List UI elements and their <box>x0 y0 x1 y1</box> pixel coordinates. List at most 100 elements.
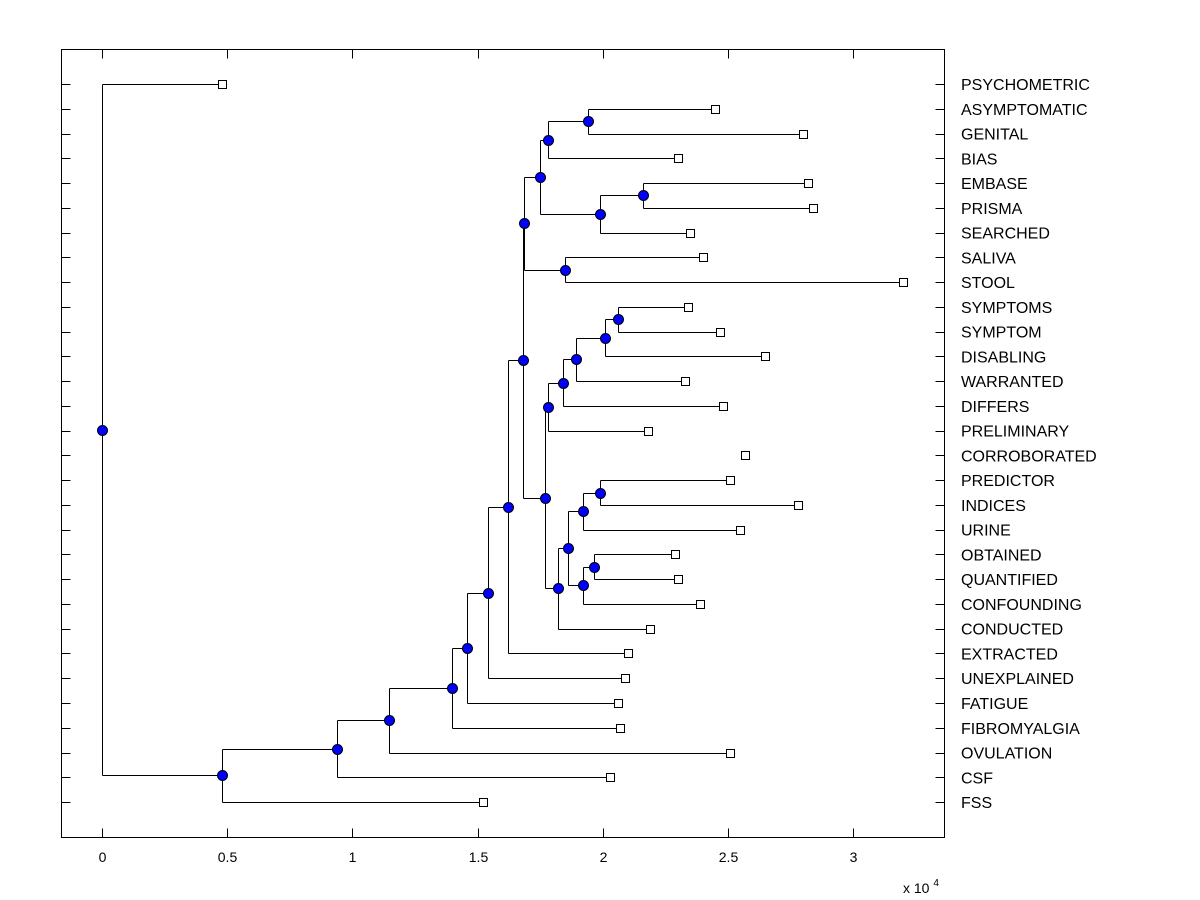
merge-node <box>613 314 624 325</box>
merge-node <box>589 562 600 573</box>
leaf-marker <box>736 526 745 535</box>
leaf-marker <box>741 451 750 460</box>
merge-node <box>384 715 395 726</box>
merge-node <box>483 588 494 599</box>
leaf-label: GENITAL <box>961 127 1028 144</box>
leaf-marker <box>761 352 770 361</box>
leaf-marker <box>899 278 908 287</box>
merge-node <box>638 190 649 201</box>
leaf-label: PRISMA <box>961 201 1023 218</box>
leaf-marker <box>696 600 705 609</box>
leaf-marker <box>674 154 683 163</box>
leaf-label: CORROBORATED <box>961 448 1097 465</box>
leaf-marker <box>726 476 735 485</box>
merge-nodes <box>97 116 649 781</box>
leaf-marker <box>614 699 623 708</box>
leaf-label: CONDUCTED <box>961 622 1063 639</box>
leaf-label: CSF <box>961 770 993 787</box>
merge-node <box>595 488 606 499</box>
x-tick-label: 0 <box>99 849 107 865</box>
leaf-marker <box>681 377 690 386</box>
x-multiplier-base: x 10 <box>903 880 930 896</box>
merge-node <box>540 493 551 504</box>
merge-node <box>543 135 554 146</box>
leaf-marker <box>616 724 625 733</box>
leaf-label: FSS <box>961 795 992 812</box>
merge-node <box>560 265 571 276</box>
merge-node <box>595 209 606 220</box>
merge-node <box>543 402 554 413</box>
leaf-label: SEARCHED <box>961 226 1050 243</box>
leaf-marker <box>218 80 227 89</box>
leaf-label: UNEXPLAINED <box>961 671 1074 688</box>
leaf-marker <box>719 402 728 411</box>
merge-node <box>563 543 574 554</box>
leaf-label: DISABLING <box>961 349 1046 366</box>
dendrogram-branches <box>102 84 904 803</box>
x-tick-label: 1 <box>349 849 357 865</box>
leaf-label: PSYCHOMETRIC <box>961 77 1090 94</box>
leaf-marker <box>624 649 633 658</box>
leaf-marker <box>711 105 720 114</box>
leaf-marker <box>716 328 725 337</box>
leaf-marker <box>686 229 695 238</box>
merge-node <box>571 354 582 365</box>
merge-node <box>535 172 546 183</box>
leaf-label: FATIGUE <box>961 696 1028 713</box>
y-tick-marks <box>61 84 945 803</box>
leaf-marker <box>804 179 813 188</box>
leaf-marker <box>799 130 808 139</box>
leaf-label: QUANTIFIED <box>961 572 1058 589</box>
leaf-label: BIAS <box>961 151 997 168</box>
x-tick-label: 1.5 <box>469 849 489 865</box>
x-tick-label: 3 <box>850 849 858 865</box>
leaf-label: ASYMPTOMATIC <box>961 102 1088 119</box>
leaf-marker <box>644 427 653 436</box>
leaf-marker <box>646 625 655 634</box>
leaf-marker <box>671 550 680 559</box>
leaf-marker <box>479 798 488 807</box>
x-axis-multiplier: x 10 4 <box>903 878 939 896</box>
merge-node <box>503 502 514 513</box>
leaf-markers <box>218 80 908 807</box>
leaf-label: PREDICTOR <box>961 473 1055 490</box>
leaf-marker <box>674 575 683 584</box>
merge-node <box>553 583 564 594</box>
merge-node <box>97 425 108 436</box>
leaf-label: EXTRACTED <box>961 646 1058 663</box>
merge-node <box>583 116 594 127</box>
leaf-label: INDICES <box>961 498 1026 515</box>
merge-node <box>217 770 228 781</box>
leaf-label: STOOL <box>961 275 1015 292</box>
plot-frame <box>61 49 945 838</box>
merge-node <box>578 580 589 591</box>
leaf-label: SALIVA <box>961 250 1016 267</box>
leaf-label: DIFFERS <box>961 399 1029 416</box>
leaf-marker <box>699 253 708 262</box>
leaf-label: FIBROMYALGIA <box>961 721 1080 738</box>
leaf-label: URINE <box>961 523 1011 540</box>
merge-node <box>518 355 529 366</box>
merge-node <box>578 506 589 517</box>
merge-node <box>558 378 569 389</box>
merge-node <box>600 333 611 344</box>
x-tick-label: 0.5 <box>218 849 238 865</box>
leaf-label: PRELIMINARY <box>961 424 1070 441</box>
merge-node <box>519 218 530 229</box>
leaf-label: OVULATION <box>961 746 1052 763</box>
leaf-label: SYMPTOM <box>961 325 1042 342</box>
leaf-marker <box>726 749 735 758</box>
leaf-marker <box>794 501 803 510</box>
leaf-marker <box>606 773 615 782</box>
leaf-label: WARRANTED <box>961 374 1064 391</box>
x-multiplier-exponent: 4 <box>933 878 939 889</box>
leaf-label: CONFOUNDING <box>961 597 1082 614</box>
x-tick-label: 2.5 <box>719 849 739 865</box>
leaf-marker <box>621 674 630 683</box>
merge-node <box>462 643 473 654</box>
leaf-marker <box>809 204 818 213</box>
leaf-label: SYMPTOMS <box>961 300 1052 317</box>
x-tick-label: 2 <box>600 849 608 865</box>
leaf-labels: PSYCHOMETRIC ASYMPTOMATIC GENITAL BIAS EMBAS… <box>961 77 1097 812</box>
